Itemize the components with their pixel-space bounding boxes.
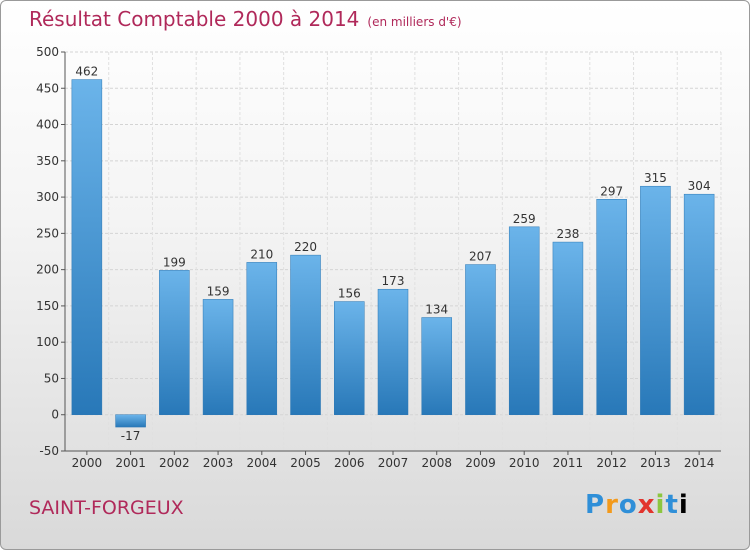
x-tick-label: 2009 <box>465 456 496 470</box>
bar <box>421 317 452 415</box>
x-tick-label: 2003 <box>203 456 234 470</box>
y-tick-label: 100 <box>36 335 59 349</box>
x-tick-label: 2008 <box>421 456 452 470</box>
x-tick-label: 2014 <box>684 456 715 470</box>
x-tick-label: 2005 <box>290 456 321 470</box>
bar <box>640 185 671 415</box>
data-label: 199 <box>163 255 186 269</box>
bar <box>596 199 627 415</box>
data-label: 159 <box>207 284 230 298</box>
bar <box>683 193 715 415</box>
bar <box>159 270 190 415</box>
data-label: -17 <box>121 429 141 443</box>
y-tick-label: 500 <box>36 45 59 59</box>
data-label: 220 <box>294 240 317 254</box>
data-label: 156 <box>338 287 361 301</box>
axes <box>61 51 721 455</box>
y-tick-label: 400 <box>36 118 59 132</box>
y-tick-label: 300 <box>36 190 59 204</box>
logo-letter: i <box>678 490 689 520</box>
x-tick-label: 2002 <box>159 456 190 470</box>
x-tick-label: 2006 <box>334 456 365 470</box>
logo-letter: t <box>665 490 679 520</box>
data-label: 238 <box>556 227 579 241</box>
y-tick-label: 150 <box>36 299 59 313</box>
data-label: 259 <box>513 212 536 226</box>
data-label: 315 <box>644 171 667 185</box>
logo-letter: r <box>605 490 619 520</box>
bar <box>246 262 278 415</box>
x-tick-label: 2010 <box>509 456 540 470</box>
y-tick-label: 200 <box>36 263 59 277</box>
x-tick-label: 2012 <box>596 456 627 470</box>
logo-letter: P <box>585 490 606 520</box>
y-tick-label: 450 <box>36 81 59 95</box>
y-tick-label: -50 <box>39 444 59 458</box>
x-tick-label: 2007 <box>378 456 409 470</box>
labels: -50 0 50 100 150 200 250 300 350 400 450 500 462 2000… <box>36 45 714 470</box>
y-tick-label: 0 <box>51 408 59 422</box>
y-tick-label: 350 <box>36 154 59 168</box>
x-tick-label: 2013 <box>640 456 671 470</box>
bar <box>290 254 321 415</box>
y-tick-label: 50 <box>44 371 59 385</box>
logo-letter: i <box>655 490 666 520</box>
bar <box>334 301 365 415</box>
chart-title-text: Résultat Comptable 2000 à 2014 <box>29 7 360 31</box>
data-label: 207 <box>469 250 492 264</box>
chart-title: Résultat Comptable 2000 à 2014 (en millie… <box>29 7 462 31</box>
bar <box>552 241 584 415</box>
data-label: 173 <box>382 274 405 288</box>
x-tick-label: 2004 <box>247 456 278 470</box>
place-name: SAINT-FORGEUX <box>29 497 184 519</box>
x-tick-label: 2001 <box>115 456 146 470</box>
data-label: 210 <box>250 247 273 261</box>
data-label: 134 <box>425 303 448 317</box>
bar <box>465 264 496 415</box>
bar <box>377 288 409 415</box>
logo-letter: x <box>637 490 656 520</box>
bars <box>71 79 715 428</box>
bar <box>71 79 103 415</box>
bar <box>508 226 540 415</box>
logo-letter: o <box>618 490 638 520</box>
x-tick-label: 2000 <box>72 456 103 470</box>
proxiti-logo: Proxiti <box>585 490 689 520</box>
data-label: 297 <box>600 184 623 198</box>
y-tick-label: 250 <box>36 226 59 240</box>
data-label: 304 <box>688 179 711 193</box>
x-tick-label: 2011 <box>553 456 584 470</box>
bar <box>115 414 146 428</box>
chart-unit: (en milliers d'€) <box>367 15 462 29</box>
bar <box>202 299 234 415</box>
data-label: 462 <box>75 65 98 79</box>
